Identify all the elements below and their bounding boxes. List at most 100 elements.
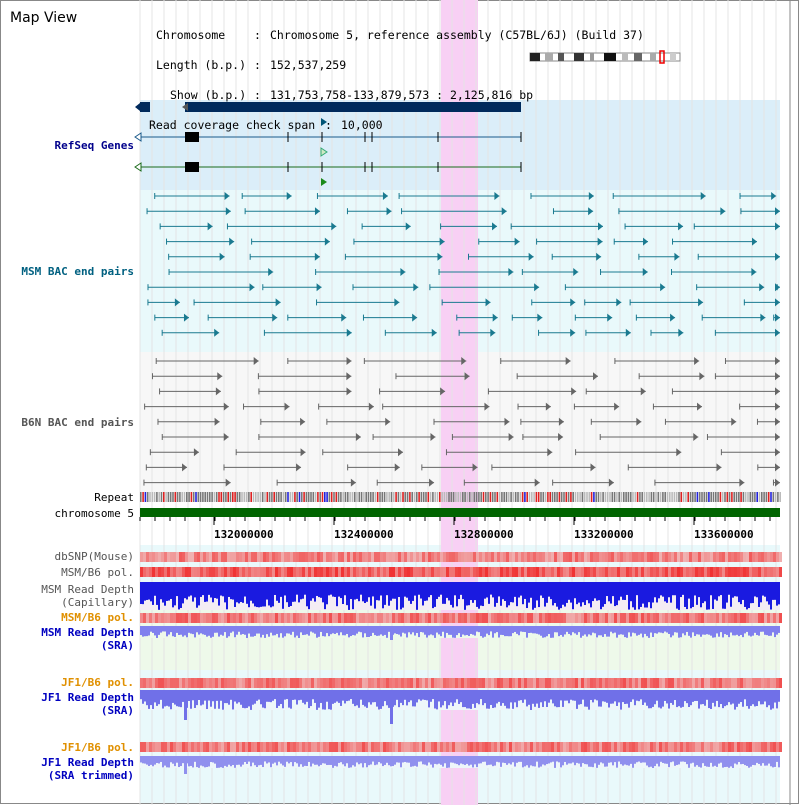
depth-bar (172, 756, 174, 764)
bac-end (286, 192, 292, 200)
heat-cell (386, 678, 389, 688)
depth-bar (250, 626, 252, 637)
depth-bar (394, 690, 396, 706)
ideogram-band (590, 53, 594, 61)
depth-bar (364, 582, 366, 604)
heat-cell (560, 678, 563, 688)
heat-cell (671, 742, 674, 752)
b6n-bac-label[interactable]: B6N BAC end pairs (21, 416, 134, 429)
depth-bar (174, 626, 176, 637)
depth-bar (764, 756, 766, 766)
depth-bar (690, 756, 692, 764)
heat-cell (698, 613, 701, 623)
heat-cell (749, 552, 752, 562)
depth-bar (660, 756, 662, 762)
heat-cell (686, 613, 689, 623)
heat-cell (206, 678, 209, 688)
depth-bar (764, 582, 766, 597)
depth-bar (498, 626, 500, 638)
depth-bar (252, 626, 254, 637)
depth-bar (448, 690, 450, 706)
depth-bar (632, 756, 634, 768)
repeat-mark (190, 492, 193, 502)
heat-cell (284, 552, 287, 562)
heat-cell (344, 742, 347, 752)
depth-bar (714, 626, 716, 638)
heat-cell (545, 742, 548, 752)
repeat-mark (712, 492, 715, 502)
depth-bar (770, 690, 772, 710)
heat-cell (494, 567, 497, 577)
heat-cell (443, 552, 446, 562)
heat-cell (302, 552, 305, 562)
depth-bar (398, 626, 400, 635)
depth-bar (386, 756, 388, 763)
repeat-mark (314, 492, 317, 502)
depth-bar (228, 690, 230, 705)
heat-cell (356, 678, 359, 688)
refseq-genes-label[interactable]: RefSeq Genes (54, 139, 134, 152)
repeat-mark (301, 492, 303, 502)
depth-bar (382, 690, 384, 707)
depth-bar (450, 690, 452, 703)
depth-bar (170, 690, 172, 710)
depth-bar (294, 582, 296, 602)
heat-cell (722, 613, 725, 623)
heat-cell (236, 742, 239, 752)
depth-bar (158, 690, 160, 705)
repeat-mark (687, 492, 689, 502)
repeat-mark (708, 492, 710, 502)
depth-bar (202, 626, 204, 635)
depth-bar (730, 582, 732, 607)
depth-bar (740, 756, 742, 765)
heat-cell (380, 613, 383, 623)
heat-cell (191, 567, 194, 577)
depth-bar (488, 626, 490, 636)
repeat-mark (526, 492, 528, 502)
bac-end (439, 237, 445, 246)
depth-bar (608, 756, 610, 763)
depth-bar (584, 690, 586, 707)
depth-bar (770, 756, 772, 767)
depth-bar (694, 756, 696, 767)
depth-bar (694, 690, 696, 701)
repeat-mark (280, 492, 282, 502)
depth-bar (632, 582, 634, 608)
heat-cell (686, 567, 689, 577)
depth-bar (574, 582, 576, 599)
bac-end (249, 283, 255, 292)
heat-cell (239, 742, 242, 752)
heat-cell (221, 613, 224, 623)
heat-cell (677, 742, 680, 752)
heat-cell (536, 613, 539, 623)
bac-end (775, 207, 780, 216)
depth-bar (304, 626, 306, 635)
depth-bar (298, 626, 300, 638)
depth-bar (720, 582, 722, 596)
depth-bar (262, 626, 264, 635)
heat-cell (326, 552, 329, 562)
depth-bar (726, 756, 728, 767)
heat-cell (596, 567, 599, 577)
repeat-mark (411, 492, 413, 502)
heat-cell (323, 678, 326, 688)
depth-bar (624, 582, 626, 600)
depth-bar (196, 690, 198, 706)
msm-bac-label[interactable]: MSM BAC end pairs (21, 265, 134, 278)
depth-bar (392, 756, 394, 767)
repeat-mark (236, 492, 239, 502)
heat-cell (314, 742, 317, 752)
heat-cell (332, 678, 335, 688)
heat-cell (212, 678, 215, 688)
depth-bar (472, 690, 474, 704)
depth-bar (706, 582, 708, 610)
depth-bar (600, 626, 602, 636)
heat-cell (662, 567, 665, 577)
heat-cell (521, 613, 524, 623)
heat-cell (617, 552, 620, 562)
depth-bar (360, 626, 362, 633)
repeat-mark (259, 492, 262, 502)
depth-bar (152, 626, 154, 633)
depth-bar (290, 690, 292, 709)
